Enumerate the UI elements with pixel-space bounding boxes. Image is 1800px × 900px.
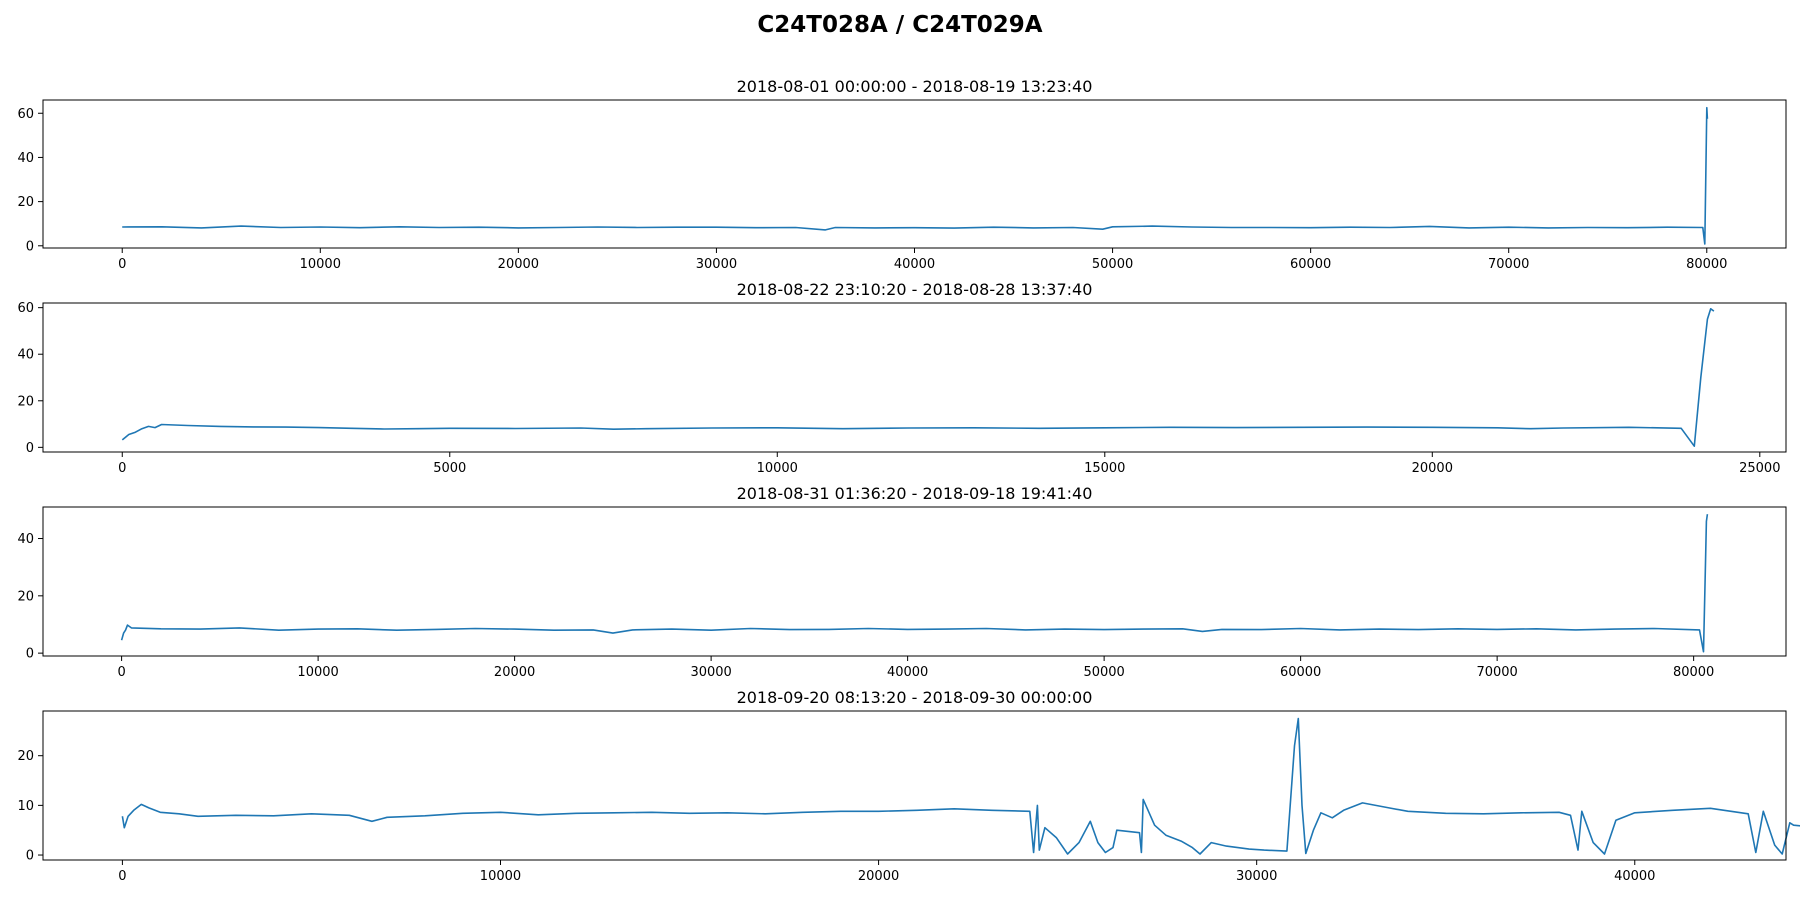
x-tick-label: 20000 xyxy=(494,665,535,680)
y-tick-label: 40 xyxy=(17,151,34,166)
subplot-2-title: 2018-08-22 23:10:20 - 2018-08-28 13:37:4… xyxy=(737,280,1093,299)
x-tick-label: 15000 xyxy=(1084,461,1125,476)
subplot-3-axes-frame xyxy=(42,506,1787,657)
x-tick-label: 50000 xyxy=(1092,257,1133,272)
y-tick-label: 0 xyxy=(26,239,34,254)
subplot-3-title: 2018-08-31 01:36:20 - 2018-09-18 19:41:4… xyxy=(737,484,1093,503)
figure-title: C24T028A / C24T029A xyxy=(757,12,1043,38)
subplot-4-series-line xyxy=(121,717,1800,855)
subplot-2: 2018-08-22 23:10:20 - 2018-08-28 13:37:4… xyxy=(17,280,1787,476)
x-tick-label: 30000 xyxy=(1236,869,1277,884)
x-tick-label: 30000 xyxy=(696,257,737,272)
y-tick-label: 0 xyxy=(26,849,34,864)
y-tick-label: 20 xyxy=(17,394,34,409)
x-tick-label: 5000 xyxy=(433,461,466,476)
y-tick-label: 40 xyxy=(17,532,34,547)
y-tick-label: 0 xyxy=(26,441,34,456)
x-tick-label: 10000 xyxy=(757,461,798,476)
x-tick-label: 80000 xyxy=(1686,257,1727,272)
y-tick-label: 40 xyxy=(17,348,34,363)
x-tick-label: 70000 xyxy=(1476,665,1517,680)
x-tick-label: 0 xyxy=(118,257,126,272)
subplot-1-axes-frame xyxy=(42,99,1787,249)
x-tick-label: 60000 xyxy=(1280,665,1321,680)
y-tick-label: 20 xyxy=(17,749,34,764)
y-tick-label: 20 xyxy=(17,589,34,604)
subplot-3: 2018-08-31 01:36:20 - 2018-09-18 19:41:4… xyxy=(17,484,1787,680)
x-tick-label: 70000 xyxy=(1488,257,1529,272)
x-tick-label: 0 xyxy=(117,665,125,680)
x-tick-label: 80000 xyxy=(1673,665,1714,680)
x-tick-label: 20000 xyxy=(1412,461,1453,476)
x-tick-label: 40000 xyxy=(1614,869,1655,884)
x-tick-label: 20000 xyxy=(498,257,539,272)
x-tick-label: 30000 xyxy=(690,665,731,680)
x-tick-label: 60000 xyxy=(1290,257,1331,272)
x-tick-label: 10000 xyxy=(480,869,521,884)
subplot-4-axes-frame xyxy=(42,710,1787,861)
y-tick-label: 10 xyxy=(17,799,34,814)
subplot-2-series-line xyxy=(121,308,1715,447)
subplot-3-series-line xyxy=(120,514,1709,653)
x-tick-label: 0 xyxy=(118,461,126,476)
subplot-2-axes-frame xyxy=(42,302,1787,453)
x-tick-label: 20000 xyxy=(858,869,899,884)
subplot-4-title: 2018-09-20 08:13:20 - 2018-09-30 00:00:0… xyxy=(737,688,1093,707)
subplot-1-title: 2018-08-01 00:00:00 - 2018-08-19 13:23:4… xyxy=(737,77,1093,96)
y-tick-label: 60 xyxy=(17,107,34,122)
y-tick-label: 20 xyxy=(17,195,34,210)
subplot-1-series-line xyxy=(122,106,1709,245)
y-tick-label: 60 xyxy=(17,301,34,316)
x-tick-label: 0 xyxy=(118,869,126,884)
subplot-4: 2018-09-20 08:13:20 - 2018-09-30 00:00:0… xyxy=(17,688,1800,884)
y-tick-label: 0 xyxy=(26,647,34,662)
x-tick-label: 10000 xyxy=(300,257,341,272)
x-tick-label: 25000 xyxy=(1739,461,1780,476)
x-tick-label: 50000 xyxy=(1083,665,1124,680)
x-tick-label: 40000 xyxy=(887,665,928,680)
x-tick-label: 40000 xyxy=(894,257,935,272)
x-tick-label: 10000 xyxy=(297,665,338,680)
subplot-1: 2018-08-01 00:00:00 - 2018-08-19 13:23:4… xyxy=(17,77,1787,272)
